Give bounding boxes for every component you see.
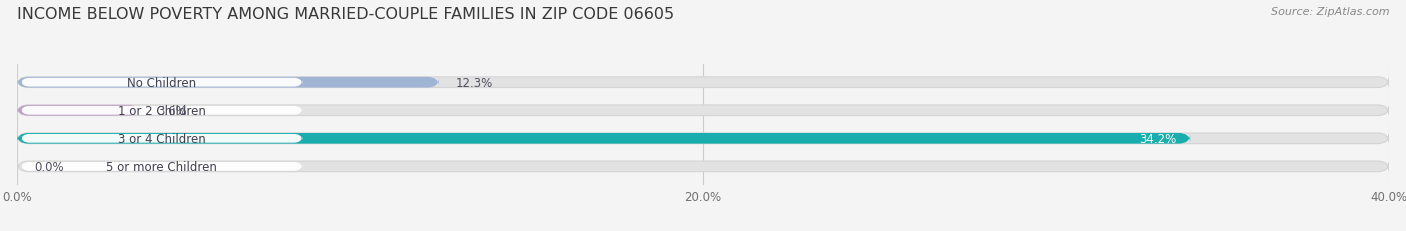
Text: INCOME BELOW POVERTY AMONG MARRIED-COUPLE FAMILIES IN ZIP CODE 06605: INCOME BELOW POVERTY AMONG MARRIED-COUPL… [17,7,673,22]
FancyBboxPatch shape [21,106,302,115]
FancyBboxPatch shape [21,134,302,143]
Text: 5 or more Children: 5 or more Children [107,160,217,173]
FancyBboxPatch shape [17,78,1389,88]
FancyBboxPatch shape [21,162,302,171]
Text: 0.0%: 0.0% [34,160,63,173]
FancyBboxPatch shape [17,106,141,116]
Text: 12.3%: 12.3% [456,76,494,89]
FancyBboxPatch shape [17,78,439,88]
FancyBboxPatch shape [17,161,1389,172]
FancyBboxPatch shape [21,79,302,87]
FancyBboxPatch shape [17,133,1389,144]
FancyBboxPatch shape [17,106,1389,116]
Text: 3 or 4 Children: 3 or 4 Children [118,132,205,145]
Text: 3.6%: 3.6% [157,104,187,117]
Text: Source: ZipAtlas.com: Source: ZipAtlas.com [1271,7,1389,17]
Text: 1 or 2 Children: 1 or 2 Children [118,104,205,117]
FancyBboxPatch shape [17,133,1189,144]
Text: 34.2%: 34.2% [1139,132,1177,145]
Text: No Children: No Children [127,76,197,89]
